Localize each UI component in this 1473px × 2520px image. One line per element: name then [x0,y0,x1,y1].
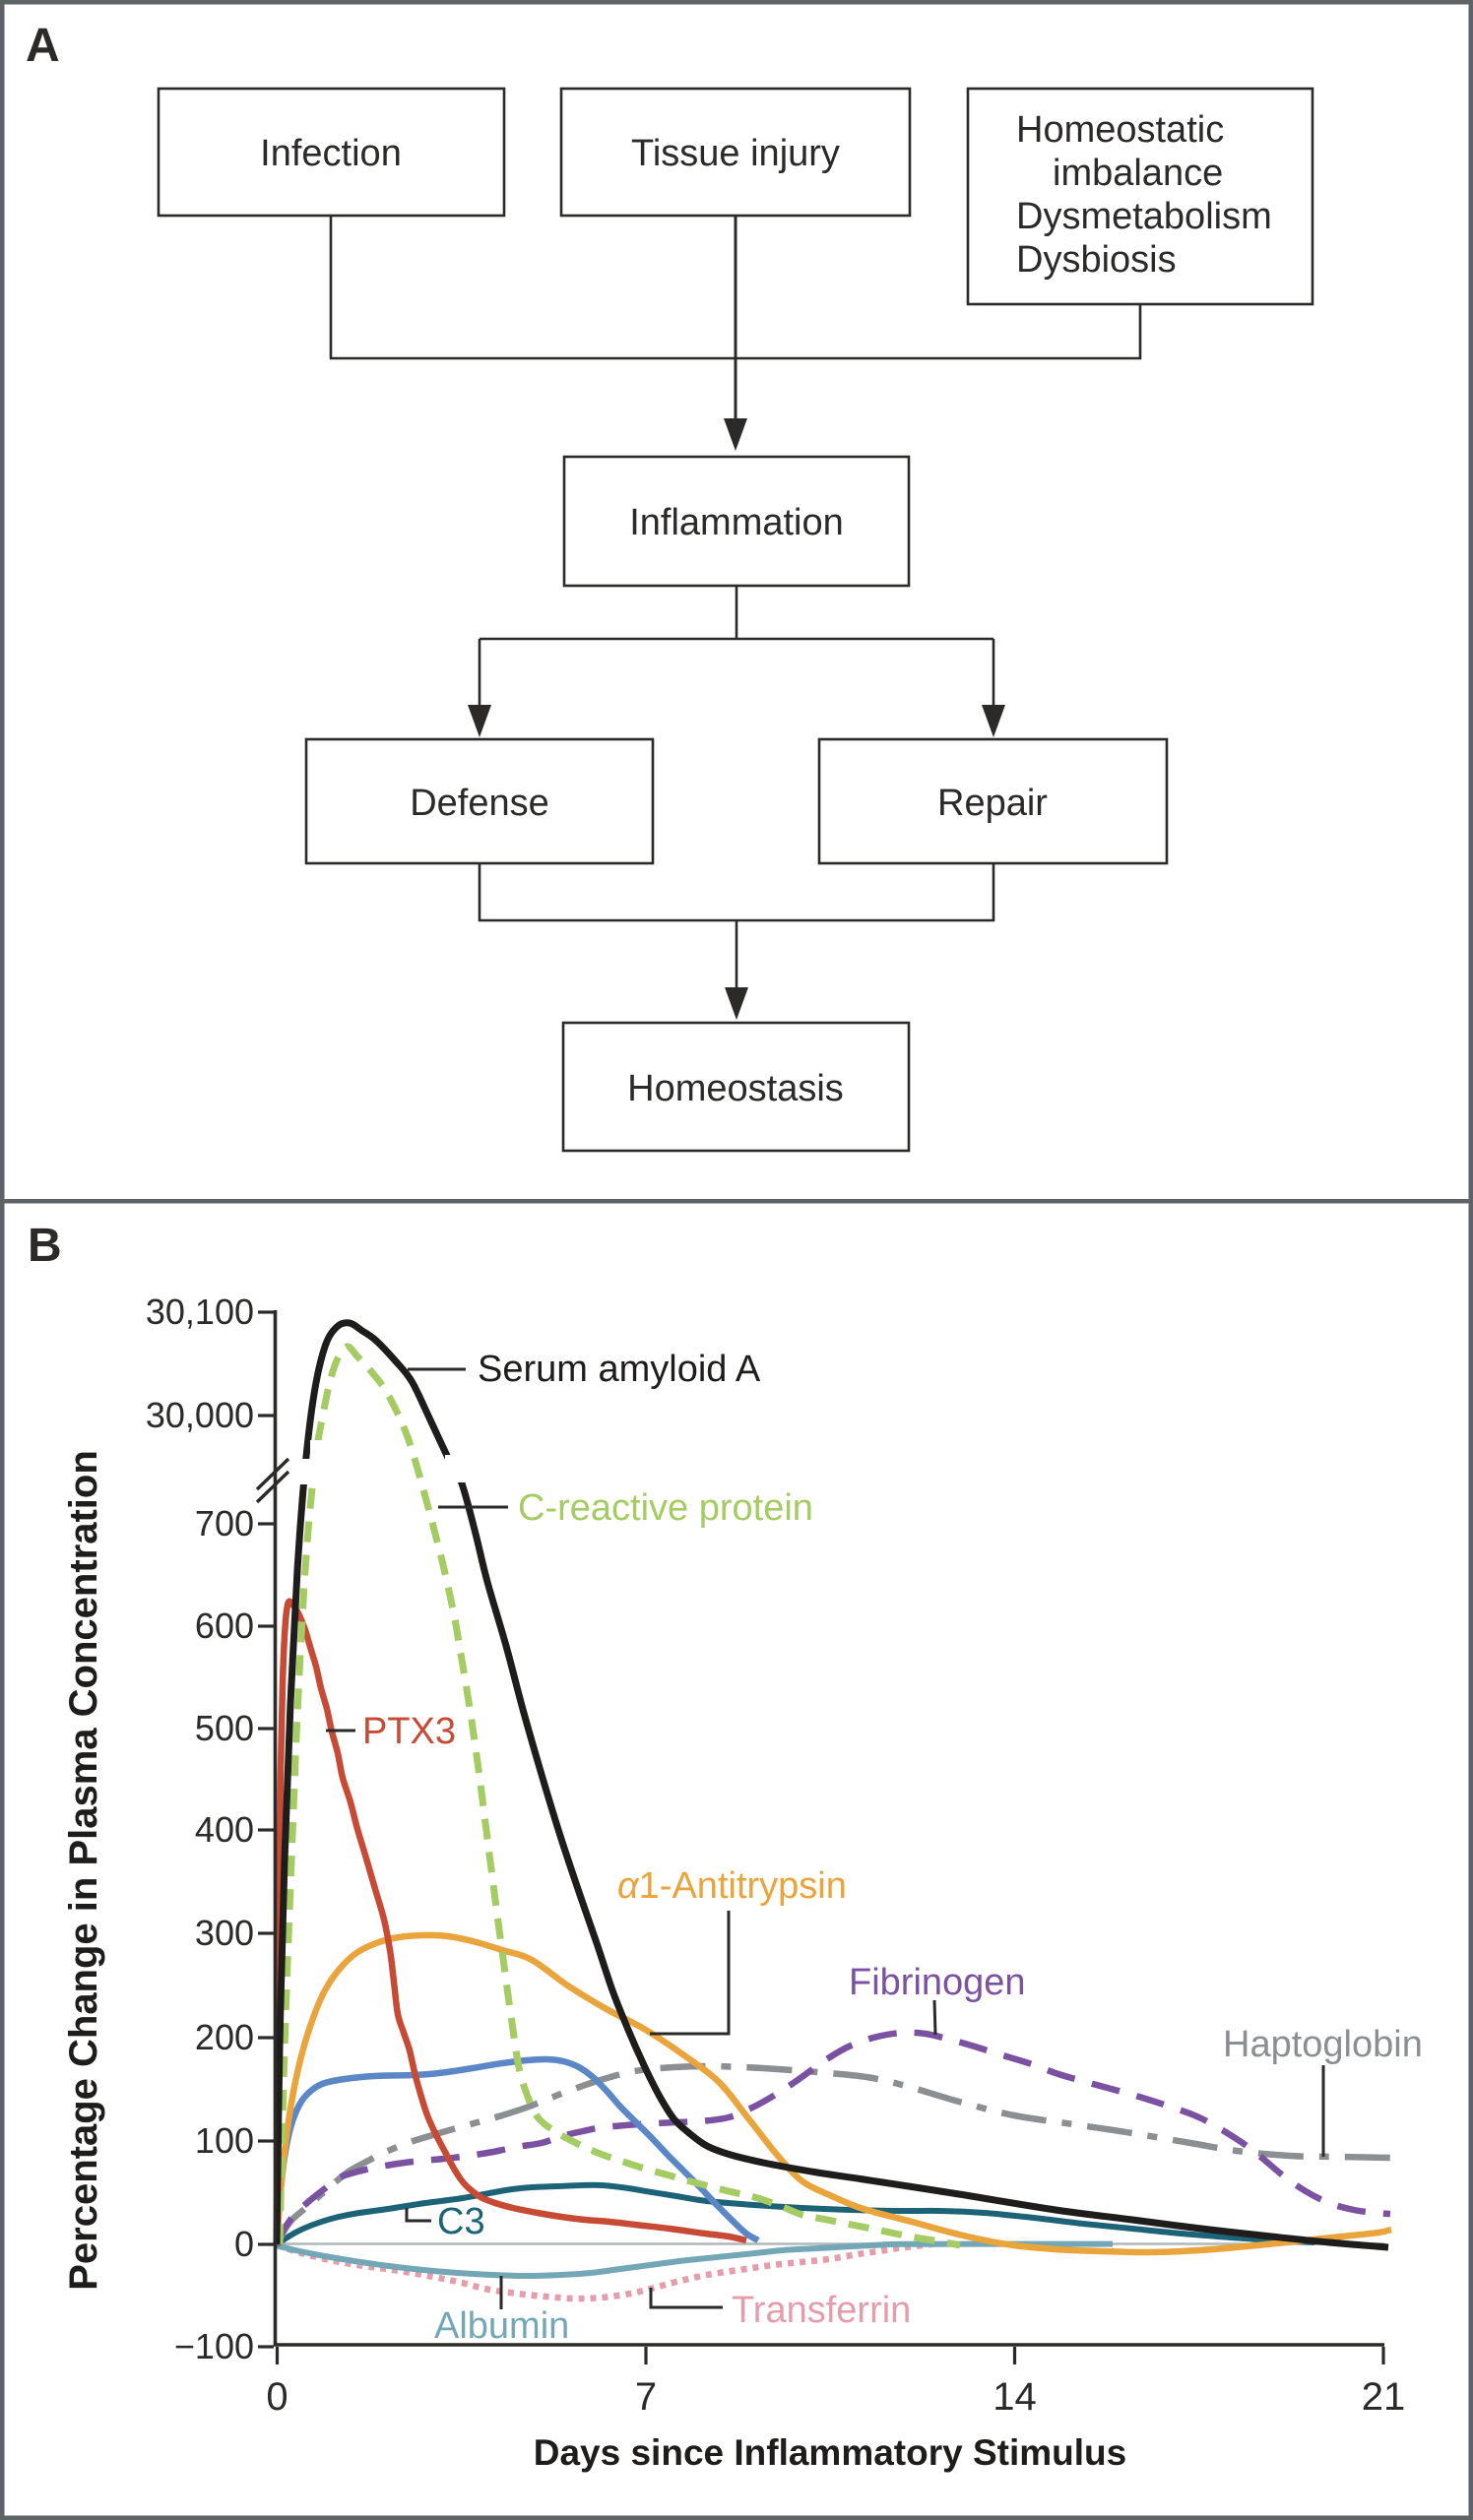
svg-text:Homeostasis: Homeostasis [627,1068,844,1109]
svg-text:α1-Antitrypsin: α1-Antitrypsin [617,1865,847,1907]
svg-text:0: 0 [266,2375,288,2419]
svg-text:Dysbiosis: Dysbiosis [1016,239,1177,281]
svg-text:Defense: Defense [410,783,549,824]
svg-text:30,000: 30,000 [146,1395,254,1435]
svg-text:Infection: Infection [260,133,402,174]
svg-text:14: 14 [993,2375,1037,2419]
svg-text:Days since Inflammatory Stimul: Days since Inflammatory Stimulus [534,2432,1126,2473]
svg-text:Albumin: Albumin [434,2305,569,2347]
svg-text:−100: −100 [174,2326,254,2366]
svg-text:Fibrinogen: Fibrinogen [849,1962,1026,2003]
svg-text:500: 500 [195,1708,254,1748]
svg-text:100: 100 [195,2120,254,2161]
svg-text:0: 0 [234,2224,254,2264]
svg-text:7: 7 [635,2375,657,2419]
svg-text:A: A [26,20,60,72]
svg-text:200: 200 [195,2017,254,2057]
svg-text:PTX3: PTX3 [362,1711,456,1752]
svg-text:Transferrin: Transferrin [732,2290,911,2331]
svg-text:300: 300 [195,1913,254,1953]
svg-text:Serum amyloid A: Serum amyloid A [478,1349,761,1390]
svg-text:Haptoglobin: Haptoglobin [1223,2024,1423,2065]
svg-text:Tissue injury: Tissue injury [631,133,840,174]
svg-text:700: 700 [195,1503,254,1544]
svg-text:C-reactive protein: C-reactive protein [518,1487,813,1529]
svg-text:Dysmetabolism: Dysmetabolism [1016,196,1272,237]
svg-text:imbalance: imbalance [1053,153,1223,194]
svg-text:C3: C3 [437,2201,485,2242]
svg-text:Percentage Change in Plasma Co: Percentage Change in Plasma Concentratio… [62,1450,105,2291]
svg-text:B: B [28,1220,62,1272]
svg-text:600: 600 [195,1606,254,1646]
svg-text:400: 400 [195,1809,254,1850]
svg-text:Homeostatic: Homeostatic [1016,109,1224,151]
svg-text:Inflammation: Inflammation [629,502,844,543]
svg-text:30,100: 30,100 [146,1292,254,1332]
svg-text:Repair: Repair [937,783,1048,824]
svg-text:21: 21 [1362,2375,1406,2419]
